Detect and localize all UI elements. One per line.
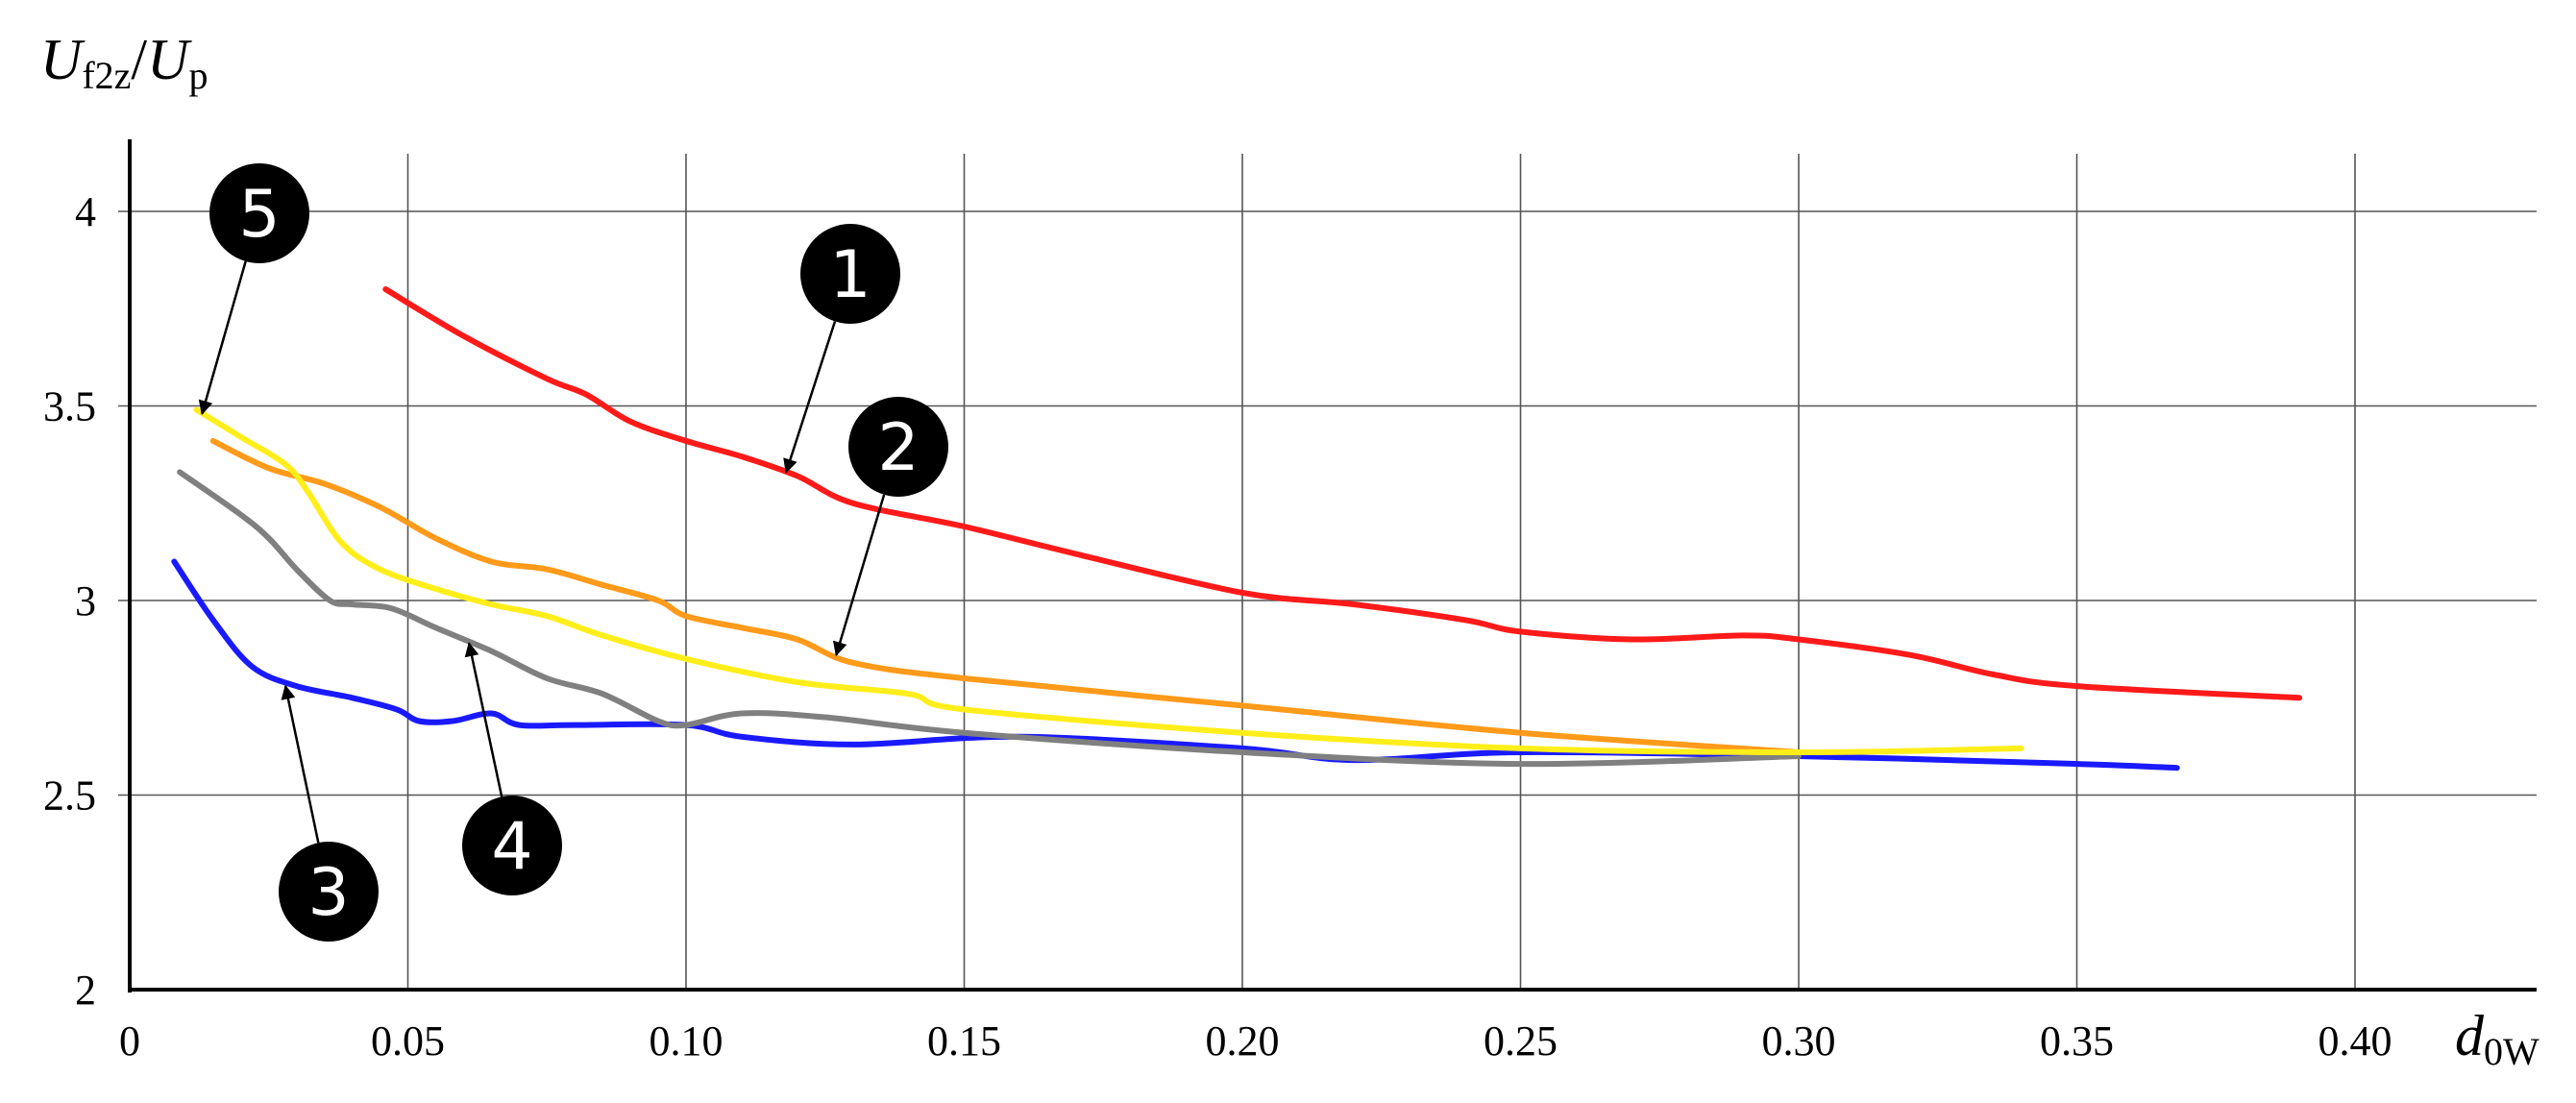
marker-arrow-5 [198, 260, 247, 416]
marker-arrow-3 [281, 684, 320, 844]
series-line-5 [193, 406, 2024, 755]
x-tick-label: 0 [119, 1017, 140, 1065]
marker-label-2: 2 [877, 410, 919, 486]
x-tick-label: 0.25 [1484, 1017, 1558, 1065]
y-tick-label: 3 [75, 577, 96, 625]
marker-circle-5 [209, 163, 309, 263]
x-tick-label: 0.40 [2318, 1017, 2392, 1065]
y-tick-label: 2.5 [43, 772, 96, 820]
marker-arrow-4 [464, 642, 503, 797]
x-tick-label: 0.05 [371, 1017, 445, 1065]
marker-label-5: 5 [238, 177, 280, 253]
marker-label-1: 1 [829, 237, 871, 313]
axes [128, 139, 2537, 993]
marker-circle-2 [848, 397, 948, 497]
y-tick-label: 3.5 [43, 383, 96, 430]
series-line-2 [209, 437, 1802, 755]
marker-circle-1 [800, 224, 900, 324]
x-axis-title: d0W [2455, 1004, 2539, 1073]
y-tick-labels: 2 2.5 3 3.5 4 [43, 188, 96, 1014]
x-tick-label: 0.10 [650, 1017, 724, 1065]
x-tick-label: 0.30 [1762, 1017, 1836, 1065]
grid [118, 154, 2537, 990]
marker-label-4: 4 [491, 809, 532, 885]
marker-label-3: 3 [307, 855, 349, 931]
marker-circle-4 [462, 796, 562, 895]
x-tick-label: 0.20 [1206, 1017, 1280, 1065]
x-tick-labels: 0 0.05 0.10 0.15 0.20 0.25 0.30 0.35 0.40 [119, 1017, 2392, 1065]
series-markers: 1 2 3 4 5 [198, 163, 948, 942]
series-line-4 [177, 469, 1802, 768]
y-tick-label: 2 [75, 967, 96, 1014]
series-line-1 [382, 286, 2303, 701]
marker-arrow-2 [833, 494, 886, 657]
y-tick-label: 4 [75, 188, 96, 235]
marker-arrow-1 [783, 321, 837, 474]
y-axis-title: Uf2z/Up [40, 28, 208, 97]
x-tick-label: 0.35 [2040, 1017, 2114, 1065]
x-tick-label: 0.15 [927, 1017, 1001, 1065]
marker-circle-3 [279, 842, 379, 942]
series-lines [171, 286, 2303, 772]
